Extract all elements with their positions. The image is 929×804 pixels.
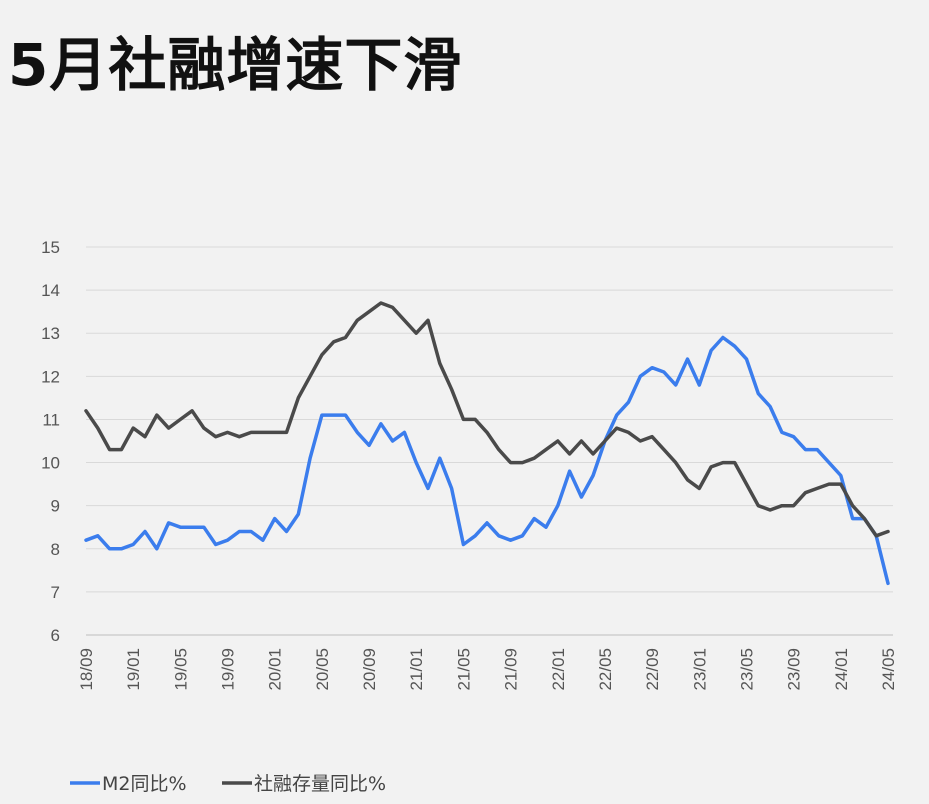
y-tick-label: 8 <box>51 540 60 559</box>
x-tick-label: 21/01 <box>407 648 426 691</box>
legend-label: 社融存量同比% <box>254 773 386 795</box>
y-tick-label: 13 <box>41 324 60 343</box>
x-tick-label: 19/01 <box>124 648 143 691</box>
y-tick-label: 11 <box>42 410 60 429</box>
y-tick-label: 15 <box>41 238 60 257</box>
chart-title: 5月社融增速下滑 <box>8 31 463 99</box>
y-tick-label: 12 <box>41 367 60 386</box>
x-tick-label: 22/01 <box>549 648 568 691</box>
x-tick-label: 20/09 <box>360 648 379 691</box>
x-tick-label: 18/09 <box>77 648 96 691</box>
x-tick-label: 23/09 <box>785 648 804 691</box>
legend-label: M2同比% <box>102 773 187 795</box>
x-tick-label: 22/05 <box>596 648 615 691</box>
series-line-2 <box>84 301 890 538</box>
x-tick-label: 19/09 <box>219 648 238 691</box>
x-tick-label: 21/09 <box>502 648 521 691</box>
x-tick-label: 24/01 <box>832 648 851 691</box>
y-tick-label: 14 <box>41 281 60 300</box>
x-tick-label: 21/05 <box>454 648 473 691</box>
x-tick-label: 22/09 <box>643 648 662 691</box>
y-tick-label: 6 <box>51 626 60 645</box>
y-tick-label: 10 <box>41 454 60 473</box>
x-tick-label: 20/01 <box>266 648 285 691</box>
y-tick-label: 9 <box>51 497 60 516</box>
x-tick-label: 20/05 <box>313 648 332 691</box>
x-tick-label: 23/01 <box>690 648 709 691</box>
x-tick-label: 19/05 <box>171 648 190 691</box>
series-line-1 <box>84 335 890 586</box>
y-tick-label: 7 <box>51 583 60 602</box>
x-tick-label: 23/05 <box>737 648 756 691</box>
x-tick-label: 24/05 <box>879 648 898 691</box>
